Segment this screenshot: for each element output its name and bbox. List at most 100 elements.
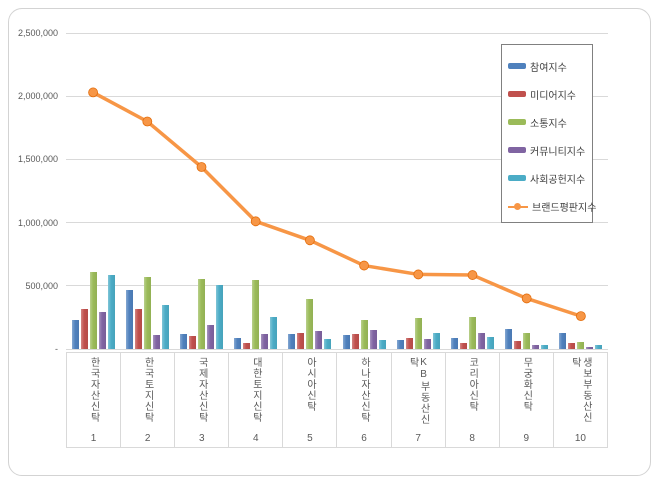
- rank-label: 8: [469, 433, 475, 444]
- gridline: [66, 158, 608, 160]
- bar: [324, 338, 332, 349]
- category-axis: 한국자산신탁 1 한국토지신탁 2 국제자산신탁 3 대한토지신탁 4 아시아신탁 5 하나자산신탁…: [66, 352, 608, 448]
- legend-bar-swatch-icon: [508, 63, 526, 69]
- category-cell: KB부동산신탁 7: [392, 353, 446, 447]
- bar: [180, 333, 187, 349]
- legend-item: 참여지수: [508, 52, 592, 80]
- bar: [568, 343, 576, 349]
- legend-bar-swatch-icon: [508, 119, 526, 125]
- bar: [559, 332, 567, 349]
- bar: [125, 289, 133, 349]
- rank-label: 9: [523, 433, 530, 444]
- category-cell: 무궁화신탁 9: [500, 353, 554, 447]
- bar: [80, 308, 88, 349]
- y-axis: - 500,000 1,000,000 1,500,000 2,000,000 2,500…: [0, 0, 60, 400]
- category-cell: 대한토지신탁 4: [229, 353, 284, 447]
- category-label: 아시아신탁: [304, 357, 316, 412]
- bar: [342, 335, 350, 349]
- category-cell: 한국토지신탁 2: [121, 353, 176, 447]
- brand-index-line-layer: [88, 87, 586, 322]
- rank-label: 4: [253, 433, 259, 444]
- gridline: [66, 95, 608, 97]
- line-marker: [142, 116, 153, 127]
- bar: [207, 324, 214, 349]
- category-label: 하나자산신탁: [358, 357, 370, 423]
- legend-label: 미디어지수: [530, 90, 576, 102]
- bar: [297, 332, 305, 349]
- bar: [378, 339, 386, 349]
- legend-item: 미디어지수: [508, 80, 592, 108]
- bar: [189, 336, 196, 349]
- bar: [234, 337, 242, 349]
- bar: [532, 344, 540, 349]
- bar: [360, 319, 368, 349]
- legend-marker-icon: [514, 202, 521, 210]
- bar: [89, 271, 97, 349]
- legend-label: 소통지수: [530, 118, 567, 130]
- bar: [270, 316, 278, 349]
- bar: [405, 337, 413, 349]
- bar: [216, 285, 223, 349]
- rank-label: 10: [574, 433, 586, 444]
- plot-area: [66, 32, 608, 350]
- bar: [487, 337, 494, 349]
- category-cell: 하나자산신탁 6: [337, 353, 392, 447]
- bar: [369, 330, 377, 349]
- category-label: 생보부동산신탁: [569, 357, 592, 423]
- legend-label: 커뮤니티지수: [530, 146, 586, 158]
- bar: [288, 333, 296, 349]
- legend-label: 참여지수: [530, 62, 567, 74]
- bar: [469, 317, 476, 349]
- line-marker: [359, 260, 370, 271]
- y-tick-label: 500,000: [25, 280, 58, 291]
- y-tick-label: -: [55, 344, 58, 354]
- bar: [306, 299, 314, 349]
- bar: [396, 340, 404, 349]
- bar: [577, 342, 585, 349]
- category-cell: 코리아신탁 8: [446, 353, 500, 447]
- bar: [71, 319, 79, 349]
- brand-index-line: [91, 90, 583, 318]
- bar: [152, 335, 160, 349]
- y-tick-label: 2,000,000: [17, 91, 58, 102]
- line-marker: [250, 216, 261, 227]
- legend-item: 소통지수: [508, 108, 592, 136]
- line-marker: [521, 293, 532, 304]
- bar: [107, 275, 115, 349]
- bar: [423, 338, 431, 349]
- rank-label: 6: [361, 433, 367, 444]
- bar: [595, 344, 603, 349]
- legend-label: 브랜드평판지수: [532, 202, 597, 214]
- bar: [252, 280, 260, 349]
- legend-line-swatch-icon: [508, 202, 528, 211]
- bar: [351, 333, 359, 349]
- legend-item: 커뮤니티지수: [508, 136, 592, 164]
- category-label: 무궁화신탁: [520, 357, 532, 412]
- category-label: 코리아신탁: [466, 357, 478, 412]
- category-label: 대한토지신탁: [250, 357, 262, 423]
- bar: [414, 318, 422, 349]
- bar: [523, 332, 531, 349]
- category-label: KB부동산신탁: [407, 357, 430, 425]
- category-cell: 생보부동산신탁 10: [554, 353, 608, 447]
- category-label: 국제자산신탁: [196, 357, 208, 423]
- legend-item: 사회공헌지수: [508, 164, 592, 192]
- gridline: [66, 222, 608, 224]
- legend-bar-swatch-icon: [508, 175, 526, 181]
- bar: [541, 345, 549, 349]
- legend-label: 사회공헌지수: [530, 174, 586, 186]
- gridline: [66, 32, 608, 34]
- bar: [98, 311, 106, 349]
- bar: [161, 305, 169, 349]
- bar: [243, 342, 251, 349]
- bar: [143, 276, 151, 349]
- rank-label: 5: [307, 433, 313, 444]
- bar: [478, 332, 485, 349]
- legend-bar-swatch-icon: [508, 147, 526, 153]
- rank-label: 2: [144, 433, 151, 444]
- legend-bar-swatch-icon: [508, 91, 526, 97]
- category-label: 한국토지신탁: [142, 357, 154, 423]
- bar: [514, 340, 522, 349]
- bar: [586, 347, 594, 349]
- rank-label: 7: [415, 433, 421, 444]
